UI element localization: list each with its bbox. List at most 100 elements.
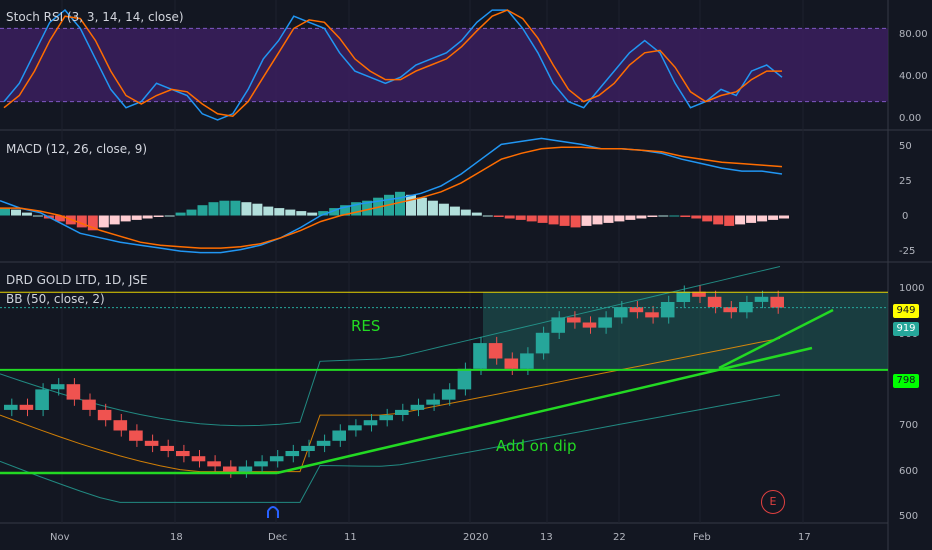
price-badge-949: 949 bbox=[893, 304, 919, 318]
x-label-13: 13 bbox=[540, 532, 553, 543]
bb-label: BB (50, close, 2) bbox=[6, 292, 105, 306]
candle-body bbox=[379, 415, 393, 421]
candle-body bbox=[35, 389, 49, 410]
candle-body bbox=[332, 430, 346, 441]
macd-hist-bar bbox=[603, 215, 614, 223]
candle-body bbox=[551, 317, 565, 333]
x-label-nov: Nov bbox=[50, 532, 70, 543]
macd-signal-line bbox=[0, 146, 783, 249]
macd-hist-bar bbox=[548, 215, 559, 225]
macd-hist-bar bbox=[647, 215, 658, 217]
candle-body bbox=[754, 296, 769, 302]
x-label-feb: Feb bbox=[693, 532, 711, 543]
candle-body bbox=[285, 451, 300, 457]
macd-hist-bar bbox=[460, 209, 471, 216]
candle-body bbox=[82, 399, 96, 410]
macd-hist-bar bbox=[340, 205, 351, 216]
macd-hist-bar bbox=[0, 208, 10, 216]
candle-body bbox=[176, 451, 190, 457]
macd-tick-50: 50 bbox=[899, 141, 912, 152]
x-label-17: 17 bbox=[798, 532, 811, 543]
candle-body bbox=[582, 322, 597, 328]
macd-hist-bar bbox=[296, 211, 307, 216]
macd-hist-bar bbox=[735, 215, 746, 225]
macd-hist-bar bbox=[416, 197, 427, 216]
candle-body bbox=[316, 440, 331, 446]
macd-label: MACD (12, 26, close, 9) bbox=[6, 142, 148, 156]
macd-hist-bar bbox=[504, 215, 515, 219]
macd-hist-bar bbox=[21, 212, 32, 216]
macd-hist-bar bbox=[142, 215, 153, 219]
macd-hist-bar bbox=[713, 215, 724, 225]
candle-body bbox=[707, 296, 722, 308]
macd-hist-bar bbox=[54, 215, 65, 222]
macd-hist-bar bbox=[395, 191, 405, 216]
macd-hist-bar bbox=[208, 202, 219, 216]
dividend-icon[interactable] bbox=[266, 505, 280, 519]
macd-hist-bar bbox=[197, 205, 208, 216]
bb-basis-line bbox=[0, 337, 781, 473]
candle-body bbox=[614, 307, 628, 318]
price-badge-919: 919 bbox=[893, 322, 919, 336]
x-label-18: 18 bbox=[170, 532, 183, 543]
macd-hist-bar bbox=[164, 215, 175, 217]
macd-hist-bar bbox=[175, 212, 186, 216]
candle-body bbox=[676, 291, 691, 302]
candle-body bbox=[488, 343, 503, 359]
macd-hist-bar bbox=[757, 215, 768, 222]
candle-body bbox=[129, 430, 143, 441]
macd-hist-bar bbox=[482, 215, 493, 217]
macd-tick-neg25: -25 bbox=[899, 246, 916, 257]
x-label-22: 22 bbox=[613, 532, 626, 543]
macd-hist-bar bbox=[153, 215, 164, 217]
macd-hist-bar bbox=[362, 200, 373, 216]
stoch-d-line bbox=[3, 9, 782, 117]
candle-body bbox=[629, 307, 644, 313]
candle-body bbox=[66, 384, 81, 400]
macd-hist-bar bbox=[570, 215, 581, 228]
macd-hist-bar bbox=[438, 203, 449, 216]
macd-hist-bar bbox=[724, 215, 735, 226]
candle-body bbox=[254, 461, 268, 467]
bb-upper-line bbox=[0, 266, 781, 427]
price-tick-1000: 1000 bbox=[899, 283, 925, 294]
candle-body bbox=[144, 440, 159, 446]
macd-tick-0: 0 bbox=[902, 211, 909, 222]
candle-body bbox=[535, 332, 550, 354]
macd-hist-bar bbox=[252, 203, 263, 216]
candle-body bbox=[598, 317, 612, 328]
candle-body bbox=[723, 307, 737, 313]
candle-body bbox=[238, 466, 253, 472]
macd-hist-bar bbox=[406, 194, 416, 216]
stoch-rsi-label: Stoch RSI (3, 3, 14, 14, close) bbox=[6, 10, 184, 24]
macd-hist-bar bbox=[230, 200, 241, 216]
stoch-tick-80: 80.00 bbox=[899, 29, 928, 40]
candle-body bbox=[363, 420, 378, 426]
macd-hist-bar bbox=[614, 215, 625, 222]
macd-hist-bar bbox=[186, 209, 197, 216]
macd-hist-bar bbox=[274, 208, 285, 216]
price-badge-798: 798 bbox=[893, 374, 919, 388]
add-on-dip-annotation: Add on dip bbox=[496, 437, 577, 455]
macd-hist-bar bbox=[592, 215, 603, 225]
price-tick-600: 600 bbox=[899, 466, 919, 477]
macd-hist-bar bbox=[746, 215, 757, 223]
res-annotation: RES bbox=[351, 317, 381, 335]
candle-body bbox=[223, 466, 237, 472]
price-tick-700: 700 bbox=[899, 420, 919, 431]
stoch-band bbox=[0, 28, 888, 102]
x-label-11: 11 bbox=[344, 532, 357, 543]
macd-hist-bar bbox=[351, 202, 362, 216]
candle-body bbox=[269, 456, 284, 462]
macd-hist-bar bbox=[526, 215, 537, 222]
macd-hist-bar bbox=[691, 215, 702, 219]
macd-hist-bar bbox=[559, 215, 570, 226]
macd-hist-bar bbox=[537, 215, 548, 223]
steep-trendline bbox=[718, 308, 834, 370]
earnings-marker[interactable]: E bbox=[761, 490, 785, 514]
macd-hist-bar bbox=[285, 209, 296, 216]
macd-hist-bar bbox=[471, 212, 482, 216]
macd-hist-bar bbox=[702, 215, 713, 222]
macd-hist-bar bbox=[768, 215, 779, 220]
price-tick-500: 500 bbox=[899, 511, 919, 522]
